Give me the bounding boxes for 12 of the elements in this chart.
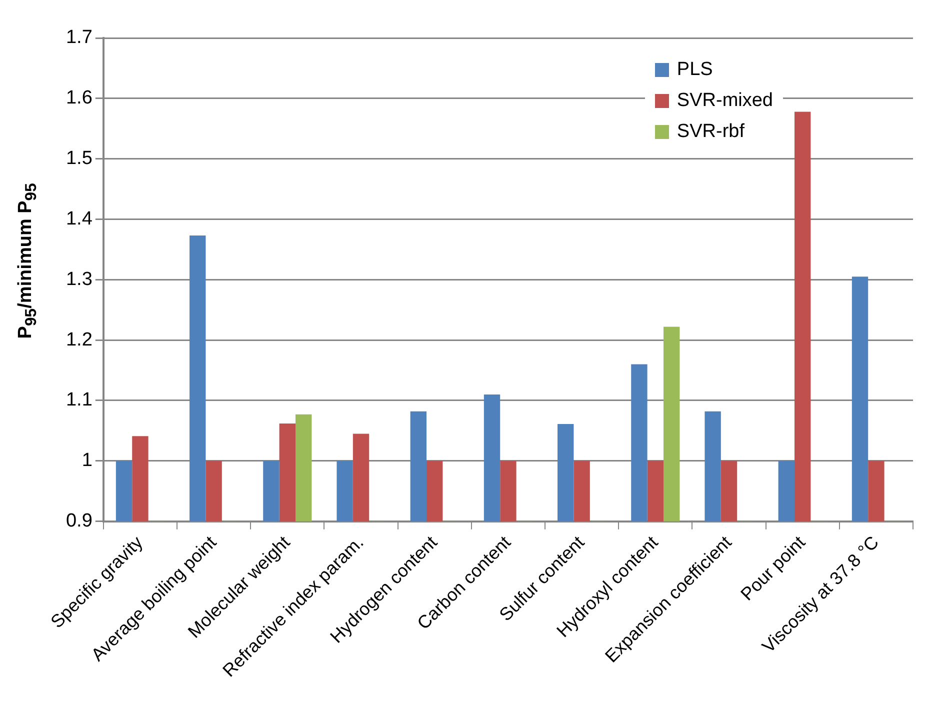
legend-label: SVR-rbf — [676, 120, 744, 144]
y-tick-label: 1.2 — [66, 329, 92, 350]
y-tick-label: 1 — [82, 450, 92, 472]
y-tick-label: 1.4 — [66, 208, 93, 230]
legend-label: SVR-mixed — [676, 89, 773, 113]
y-tick-label: 1.6 — [66, 88, 92, 109]
legend-label: PLS — [676, 58, 713, 82]
y-tick-label: 1.1 — [66, 390, 92, 411]
y-tick-label: 1.7 — [66, 27, 92, 48]
y-tick-label: 1.5 — [66, 148, 92, 170]
y-tick-label: 1.3 — [66, 268, 92, 290]
y-tick-label: 0.9 — [66, 510, 92, 532]
